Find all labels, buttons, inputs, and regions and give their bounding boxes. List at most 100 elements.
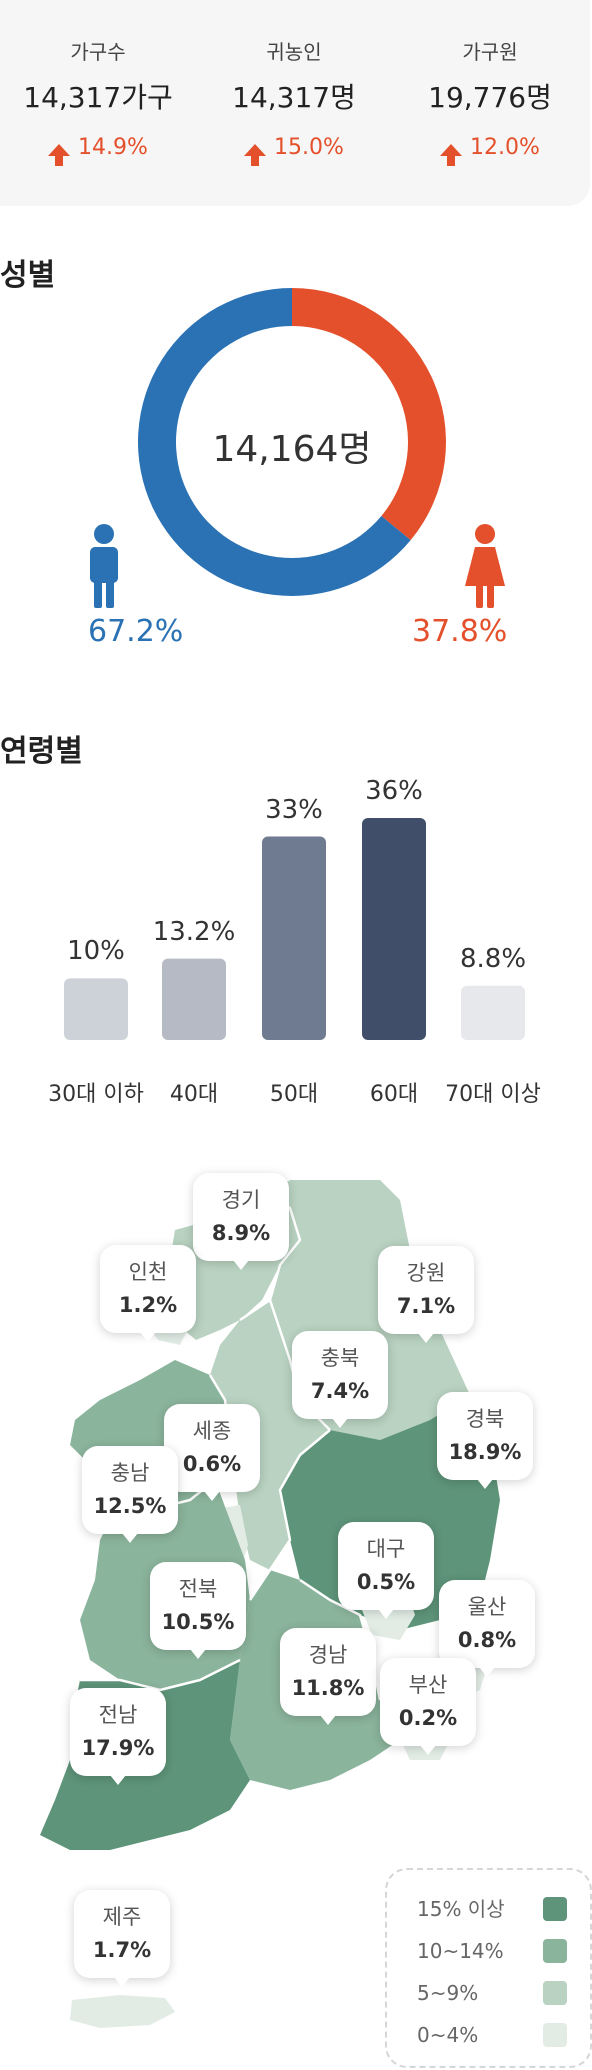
region-name: 부산 bbox=[408, 1673, 448, 1697]
region-label-sejong: 세종 0.6% bbox=[164, 1404, 260, 1501]
region-label-busan: 부산 0.2% bbox=[380, 1658, 476, 1755]
legend-swatch bbox=[543, 1981, 567, 2005]
region-label-ulsan: 울산 0.8% bbox=[439, 1580, 535, 1677]
region-name: 울산 bbox=[467, 1595, 507, 1619]
age-category-label: 40대 bbox=[169, 1082, 219, 1107]
age-bar-value-label: 13.2% bbox=[152, 916, 236, 947]
region-label-daegu: 대구 0.5% bbox=[338, 1522, 434, 1619]
age-bar-value-label: 10% bbox=[67, 936, 125, 967]
legend-item: 15% 이상 bbox=[417, 1894, 567, 1924]
age-category-label: 30대 이하 bbox=[48, 1082, 144, 1107]
region-label-incheon: 인천 1.2% bbox=[100, 1245, 196, 1342]
stat-change-value: 14.9% bbox=[78, 135, 148, 160]
region-value: 1.2% bbox=[118, 1293, 178, 1317]
age-bar-value-label: 36% bbox=[365, 776, 423, 806]
stat-label: 가구원 bbox=[462, 40, 518, 64]
region-name: 충남 bbox=[110, 1461, 150, 1485]
stat-change: 12.0% bbox=[392, 132, 588, 166]
region-name: 강원 bbox=[406, 1261, 446, 1285]
legend-item: 0~4% bbox=[417, 2020, 567, 2050]
age-bar-chart bbox=[64, 818, 525, 1040]
stat-label: 귀농인 bbox=[266, 40, 322, 64]
map-region-jeju bbox=[70, 1995, 175, 2028]
legend-item: 5~9% bbox=[417, 1978, 567, 2008]
age-bar bbox=[362, 818, 426, 1040]
stat-value: 14,317명 bbox=[232, 81, 356, 114]
donut-total: 14,164명 bbox=[212, 429, 372, 470]
male-percentage: 67.2% bbox=[88, 614, 184, 649]
stat-change: 14.9% bbox=[0, 132, 196, 166]
stat-value: 19,776명 bbox=[428, 81, 552, 114]
age-category-label: 50대 bbox=[269, 1082, 319, 1107]
age-bar bbox=[64, 978, 128, 1040]
stat-members: 가구원 19,776명 12.0% bbox=[392, 36, 588, 166]
region-name: 경북 bbox=[465, 1407, 505, 1431]
region-name: 경기 bbox=[221, 1188, 261, 1212]
legend-label: 10~14% bbox=[417, 1939, 504, 1963]
stat-households: 가구수 14,317가구 14.9% bbox=[0, 36, 196, 166]
map-legend: 15% 이상 10~14% 5~9% 0~4% bbox=[385, 1868, 592, 2068]
donut-slice-male bbox=[138, 288, 411, 596]
map-region-chungbuk bbox=[210, 1300, 330, 1570]
region-name: 대구 bbox=[366, 1537, 406, 1561]
up-arrow-icon bbox=[440, 144, 463, 166]
male-person-icon bbox=[90, 524, 118, 608]
gender-section-title: 성별 bbox=[0, 258, 56, 293]
region-name: 세종 bbox=[192, 1419, 232, 1443]
region-label-gyeongnam: 경남 11.8% bbox=[280, 1628, 376, 1725]
region-value: 10.5% bbox=[161, 1610, 235, 1634]
female-person-icon bbox=[465, 524, 505, 608]
region-value: 17.9% bbox=[81, 1736, 155, 1760]
stats-card: 가구수 14,317가구 14.9% 귀농인 14,317명 15.0% 가구원… bbox=[0, 0, 590, 206]
stat-change-value: 15.0% bbox=[274, 135, 344, 160]
stat-change-value: 12.0% bbox=[470, 135, 540, 160]
region-label-jeonnam: 전남 17.9% bbox=[70, 1688, 166, 1785]
legend-swatch bbox=[543, 2023, 567, 2047]
region-value: 0.2% bbox=[398, 1706, 458, 1730]
legend-item: 10~14% bbox=[417, 1936, 567, 1966]
region-value: 0.5% bbox=[356, 1570, 416, 1594]
age-bar bbox=[262, 836, 326, 1040]
region-value: 0.6% bbox=[182, 1452, 242, 1476]
age-section-title: 연령별 bbox=[0, 734, 83, 769]
age-bar bbox=[461, 985, 525, 1040]
stat-returnees: 귀농인 14,317명 15.0% bbox=[196, 36, 392, 166]
region-label-gyeongbuk: 경북 18.9% bbox=[437, 1392, 533, 1489]
donut-slice-female bbox=[292, 288, 446, 541]
region-label-chungnam: 충남 12.5% bbox=[82, 1446, 178, 1543]
region-name: 전북 bbox=[178, 1577, 218, 1601]
up-arrow-icon bbox=[244, 144, 267, 166]
region-value: 7.4% bbox=[310, 1379, 370, 1403]
age-bar-value-label: 33% bbox=[265, 794, 323, 825]
stat-label: 가구수 bbox=[70, 40, 126, 64]
legend-label: 5~9% bbox=[417, 1981, 479, 2005]
region-label-gyeonggi: 경기 8.9% bbox=[193, 1173, 289, 1270]
gender-donut-chart bbox=[138, 288, 446, 596]
legend-swatch bbox=[543, 1897, 567, 1921]
legend-label: 0~4% bbox=[417, 2023, 479, 2047]
region-value: 18.9% bbox=[448, 1440, 522, 1464]
region-value: 0.8% bbox=[457, 1628, 517, 1652]
legend-swatch bbox=[543, 1939, 567, 1963]
age-bar-value-label: 8.8% bbox=[459, 943, 527, 974]
region-name: 전남 bbox=[98, 1703, 138, 1727]
region-label-chungbuk: 충북 7.4% bbox=[292, 1331, 388, 1428]
region-value: 7.1% bbox=[396, 1294, 456, 1318]
region-label-jeju: 제주 1.7% bbox=[74, 1890, 170, 1987]
age-category-label: 60대 bbox=[369, 1082, 419, 1107]
region-label-jeonbuk: 전북 10.5% bbox=[150, 1562, 246, 1659]
female-percentage: 37.8% bbox=[412, 614, 508, 649]
stat-change: 15.0% bbox=[196, 132, 392, 166]
region-value: 11.8% bbox=[291, 1676, 365, 1700]
age-category-label: 70대 이상 bbox=[445, 1082, 541, 1107]
region-value: 1.7% bbox=[92, 1938, 152, 1962]
stat-value: 14,317가구 bbox=[23, 81, 173, 114]
region-name: 제주 bbox=[102, 1905, 142, 1929]
region-label-gangwon: 강원 7.1% bbox=[378, 1246, 474, 1343]
region-name: 경남 bbox=[308, 1643, 348, 1667]
legend-label: 15% 이상 bbox=[417, 1897, 505, 1921]
region-name: 충북 bbox=[320, 1346, 360, 1370]
region-name: 인천 bbox=[128, 1260, 168, 1284]
up-arrow-icon bbox=[48, 144, 71, 166]
age-bar bbox=[162, 958, 226, 1040]
